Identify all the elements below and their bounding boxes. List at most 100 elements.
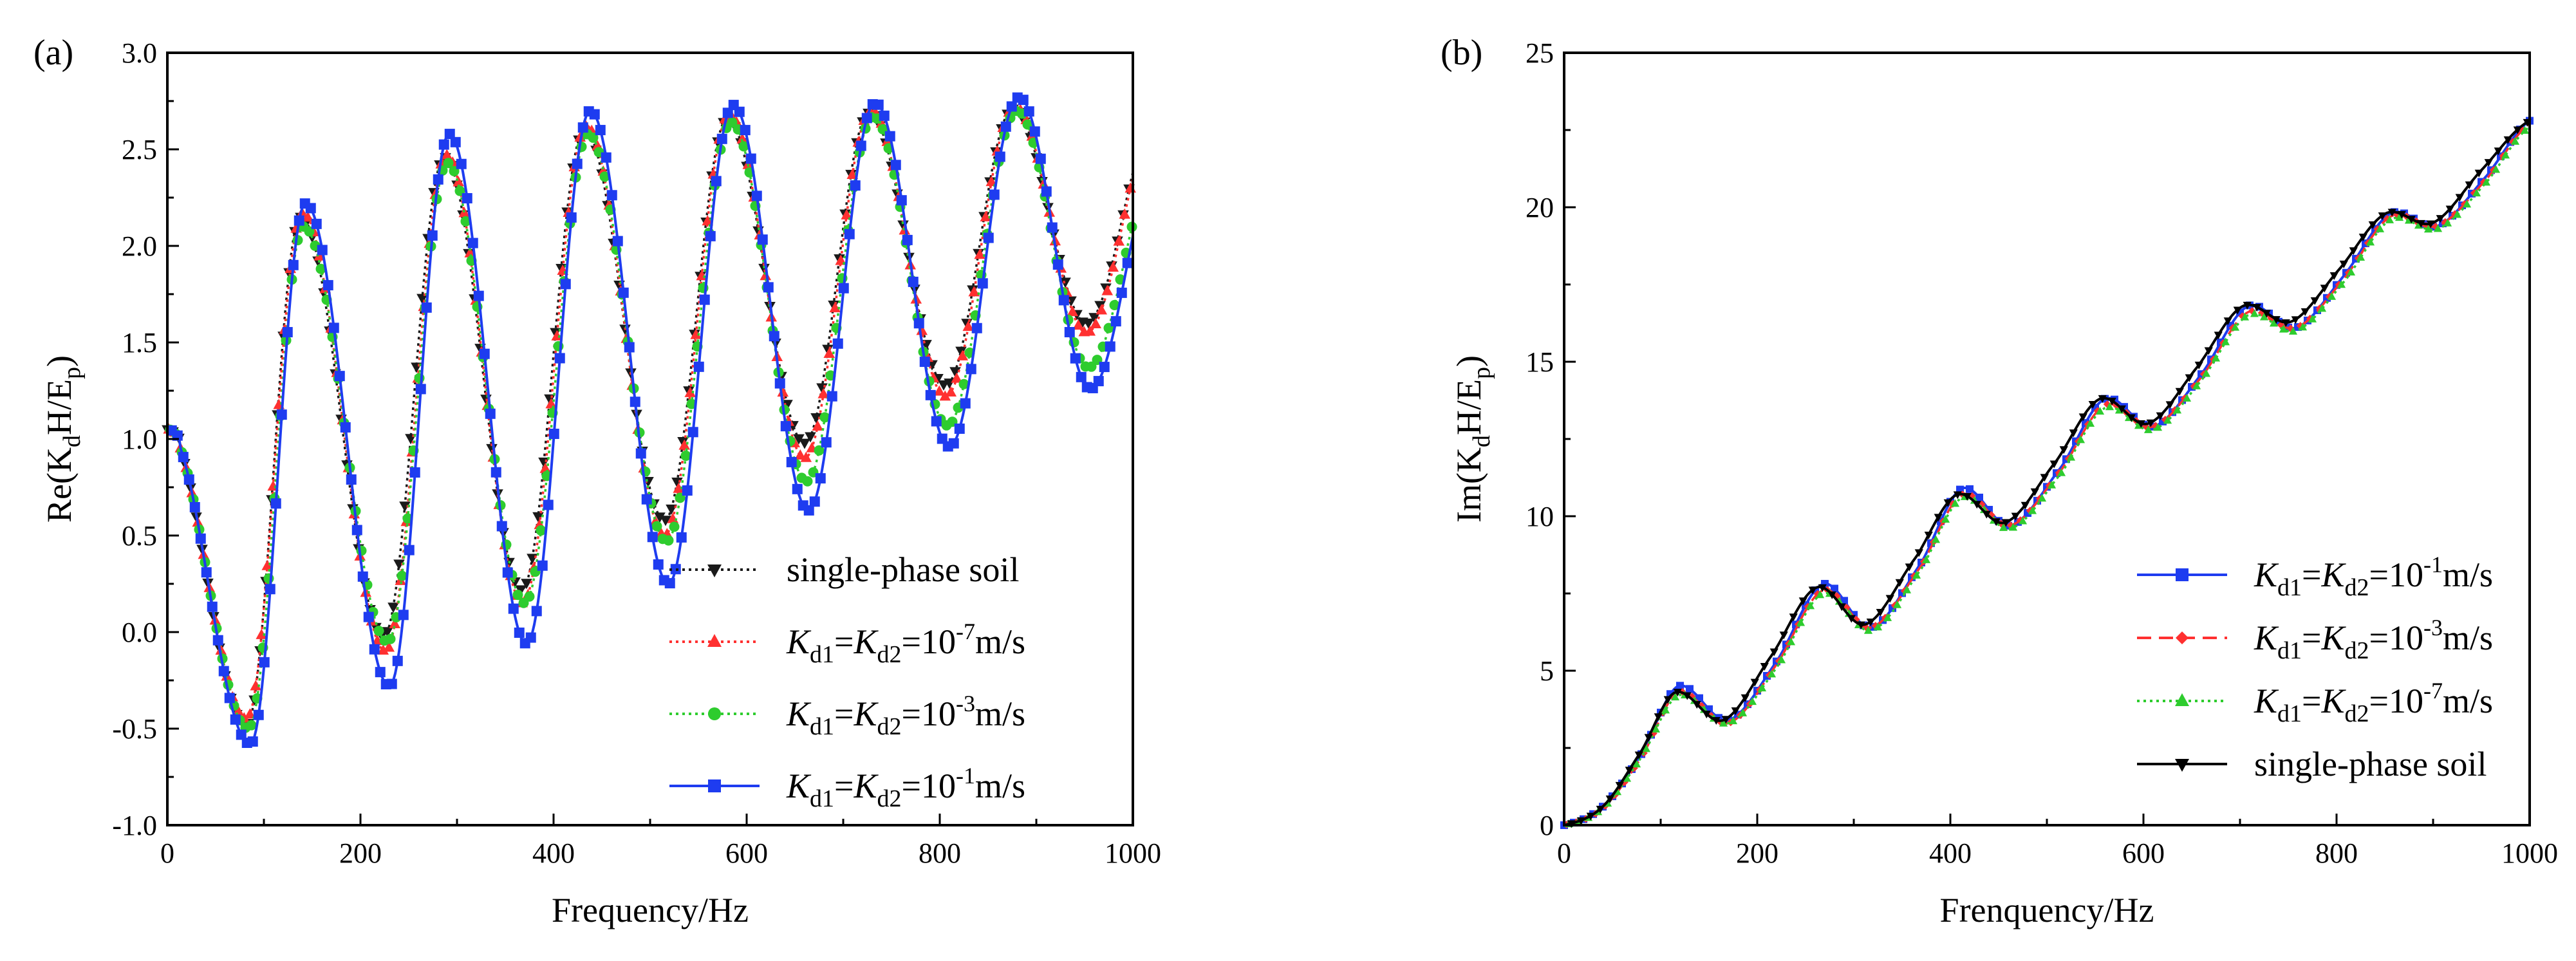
panel-a-marker-3: [966, 364, 976, 375]
panel-a-marker-3: [890, 160, 901, 171]
panel-b-marker-3: [2185, 374, 2194, 382]
panel-a-marker-3: [693, 361, 704, 372]
panel-a-marker-3: [774, 378, 785, 389]
panel-a-marker-0: [805, 432, 816, 443]
panel-a-marker-1: [777, 386, 789, 397]
panel-a-marker-2: [1109, 300, 1120, 311]
panel-a-marker-0: [1094, 301, 1106, 312]
panel-a-marker-3: [734, 106, 745, 117]
panel-a-marker-3: [954, 424, 965, 434]
panel-a-marker-3: [1041, 186, 1052, 197]
panel-a-marker-1: [256, 628, 268, 639]
panel-b-marker-3: [2281, 319, 2290, 328]
panel-a-marker-3: [502, 567, 513, 578]
panel-b-marker-3: [1982, 510, 1991, 519]
panel-b-marker-3: [1702, 711, 1711, 719]
panel-a-marker-3: [259, 657, 270, 667]
panel-b-legend-label-2-s2: d2: [2345, 700, 2369, 727]
panel-b-marker-3: [2349, 247, 2358, 256]
panel-a-marker-3: [879, 110, 890, 121]
panel-b-marker-3: [1576, 817, 1585, 825]
panel-a-marker-3: [687, 427, 698, 438]
panel-b-marker-3: [2301, 308, 2310, 316]
panel-a-marker-3: [421, 302, 432, 313]
panel-a-marker-1: [962, 321, 975, 331]
panel-a-legend-label-0: single-phase soil: [787, 550, 1019, 589]
panel-b-legend-label-0-unit: m/s: [2443, 555, 2493, 594]
panel-b-legend-marker-3: [2175, 759, 2189, 772]
panel-a-marker-0: [527, 554, 538, 564]
panel-a-marker-3: [769, 331, 779, 342]
panel-a-marker-3: [1047, 222, 1058, 233]
panel-b-marker-3: [1741, 694, 1750, 702]
panel-b-marker-3: [1895, 579, 1904, 587]
panel-a-ylabel: Re(KdH/Ep): [40, 355, 86, 523]
panel-a-legend-label-1-eq2: =10: [902, 622, 956, 661]
panel-a-marker-0: [1083, 319, 1094, 330]
panel-b-legend-label-0-eq2: =10: [2369, 555, 2423, 594]
panel-a-marker-3: [861, 113, 872, 124]
panel-b-marker-3: [2291, 316, 2300, 324]
panel-a-marker-3: [1035, 153, 1046, 164]
panel-a: (a) 0 200 400 600 800 1000 -1.0 -0.5 0.0 0.5 1.0 1.…: [33, 33, 1161, 929]
panel-a-marker-3: [618, 287, 629, 298]
panel-b-xlabel: Frenquency/Hz: [1940, 891, 2154, 929]
panel-b-marker-3: [2175, 387, 2184, 396]
panel-b-marker-2: [2028, 506, 2037, 514]
panel-a-marker-0: [955, 346, 967, 357]
panel-b-legend-label-0-k2: K: [2321, 555, 2347, 594]
panel-a-marker-2: [1086, 361, 1097, 372]
panel-b-marker-2: [2288, 326, 2298, 335]
panel-a-marker-0: [949, 367, 961, 378]
panel-b-xtick-label-4: 800: [2315, 837, 2358, 869]
panel-b-marker-3: [2107, 397, 2116, 406]
panel-b-legend-label-1-s1: d1: [2277, 637, 2302, 664]
panel-a-marker-3: [960, 398, 971, 409]
panel-a-legend-label-1-k2: K: [854, 622, 879, 661]
panel-b-marker-2: [2250, 309, 2259, 317]
panel-a-ticks: 0 200 400 600 800 1000 -1.0 -0.5 0.0 0.5 1.0 1.5 2.0…: [112, 37, 1161, 869]
panel-b-marker-2: [2076, 435, 2086, 443]
panel-b-marker-3: [2040, 474, 2049, 482]
panel-b-marker-3: [2021, 501, 2030, 510]
panel-a-marker-3: [236, 729, 247, 740]
panel-b-marker-2: [2018, 516, 2028, 525]
panel-b-marker-2: [2337, 280, 2346, 288]
panel-b-marker-2: [2375, 224, 2385, 232]
panel-b-marker-3: [2272, 316, 2281, 324]
panel-b-legend-label-2-eq2: =10: [2369, 682, 2423, 720]
panel-a-marker-0: [399, 501, 411, 512]
panel-a-marker-3: [363, 611, 374, 622]
panel-a-marker-1: [261, 559, 274, 570]
panel-b-marker-3: [1596, 805, 1605, 814]
panel-b-marker-2: [1863, 626, 1873, 634]
panel-a-marker-3: [630, 397, 640, 407]
panel-a-marker-3: [1105, 341, 1115, 352]
panel-b-marker-2: [1786, 637, 1796, 646]
panel-b-marker-2: [1757, 684, 1767, 692]
panel-a-marker-3: [1099, 362, 1110, 373]
panel-a-marker-0: [387, 602, 399, 613]
panel-a-marker-1: [232, 705, 245, 716]
panel-a-marker-3: [751, 191, 762, 201]
panel-b-marker-3: [2436, 215, 2445, 223]
panel-a-marker-3: [415, 384, 426, 395]
panel-a-marker-1: [464, 247, 476, 257]
panel-b-marker-3: [1972, 501, 1981, 509]
panel-a-marker-3: [230, 714, 241, 725]
panel-a-marker-3: [641, 494, 652, 505]
panel-a-marker-3: [334, 371, 345, 382]
panel-a-marker-1: [313, 250, 326, 261]
panel-b-marker-3: [2088, 401, 2097, 409]
panel-a-xtick-label-2: 400: [532, 837, 575, 869]
panel-a-marker-3: [433, 174, 443, 185]
panel-a-marker-3: [247, 736, 258, 747]
panel-b-legend-label-1: Kd1=Kd2=10-3m/s: [2254, 615, 2493, 664]
panel-a-marker-3: [601, 152, 611, 163]
panel-b-marker-3: [2368, 221, 2377, 229]
panel-b-marker-3: [1721, 716, 1730, 724]
panel-a-marker-3: [444, 129, 455, 140]
panel-b: (b) 0 200 400 600 800 1000 0 5 10 15 20 25 Frenquen…: [1441, 33, 2558, 929]
panel-a-marker-3: [624, 342, 635, 353]
panel-b-marker-3: [1625, 767, 1634, 775]
